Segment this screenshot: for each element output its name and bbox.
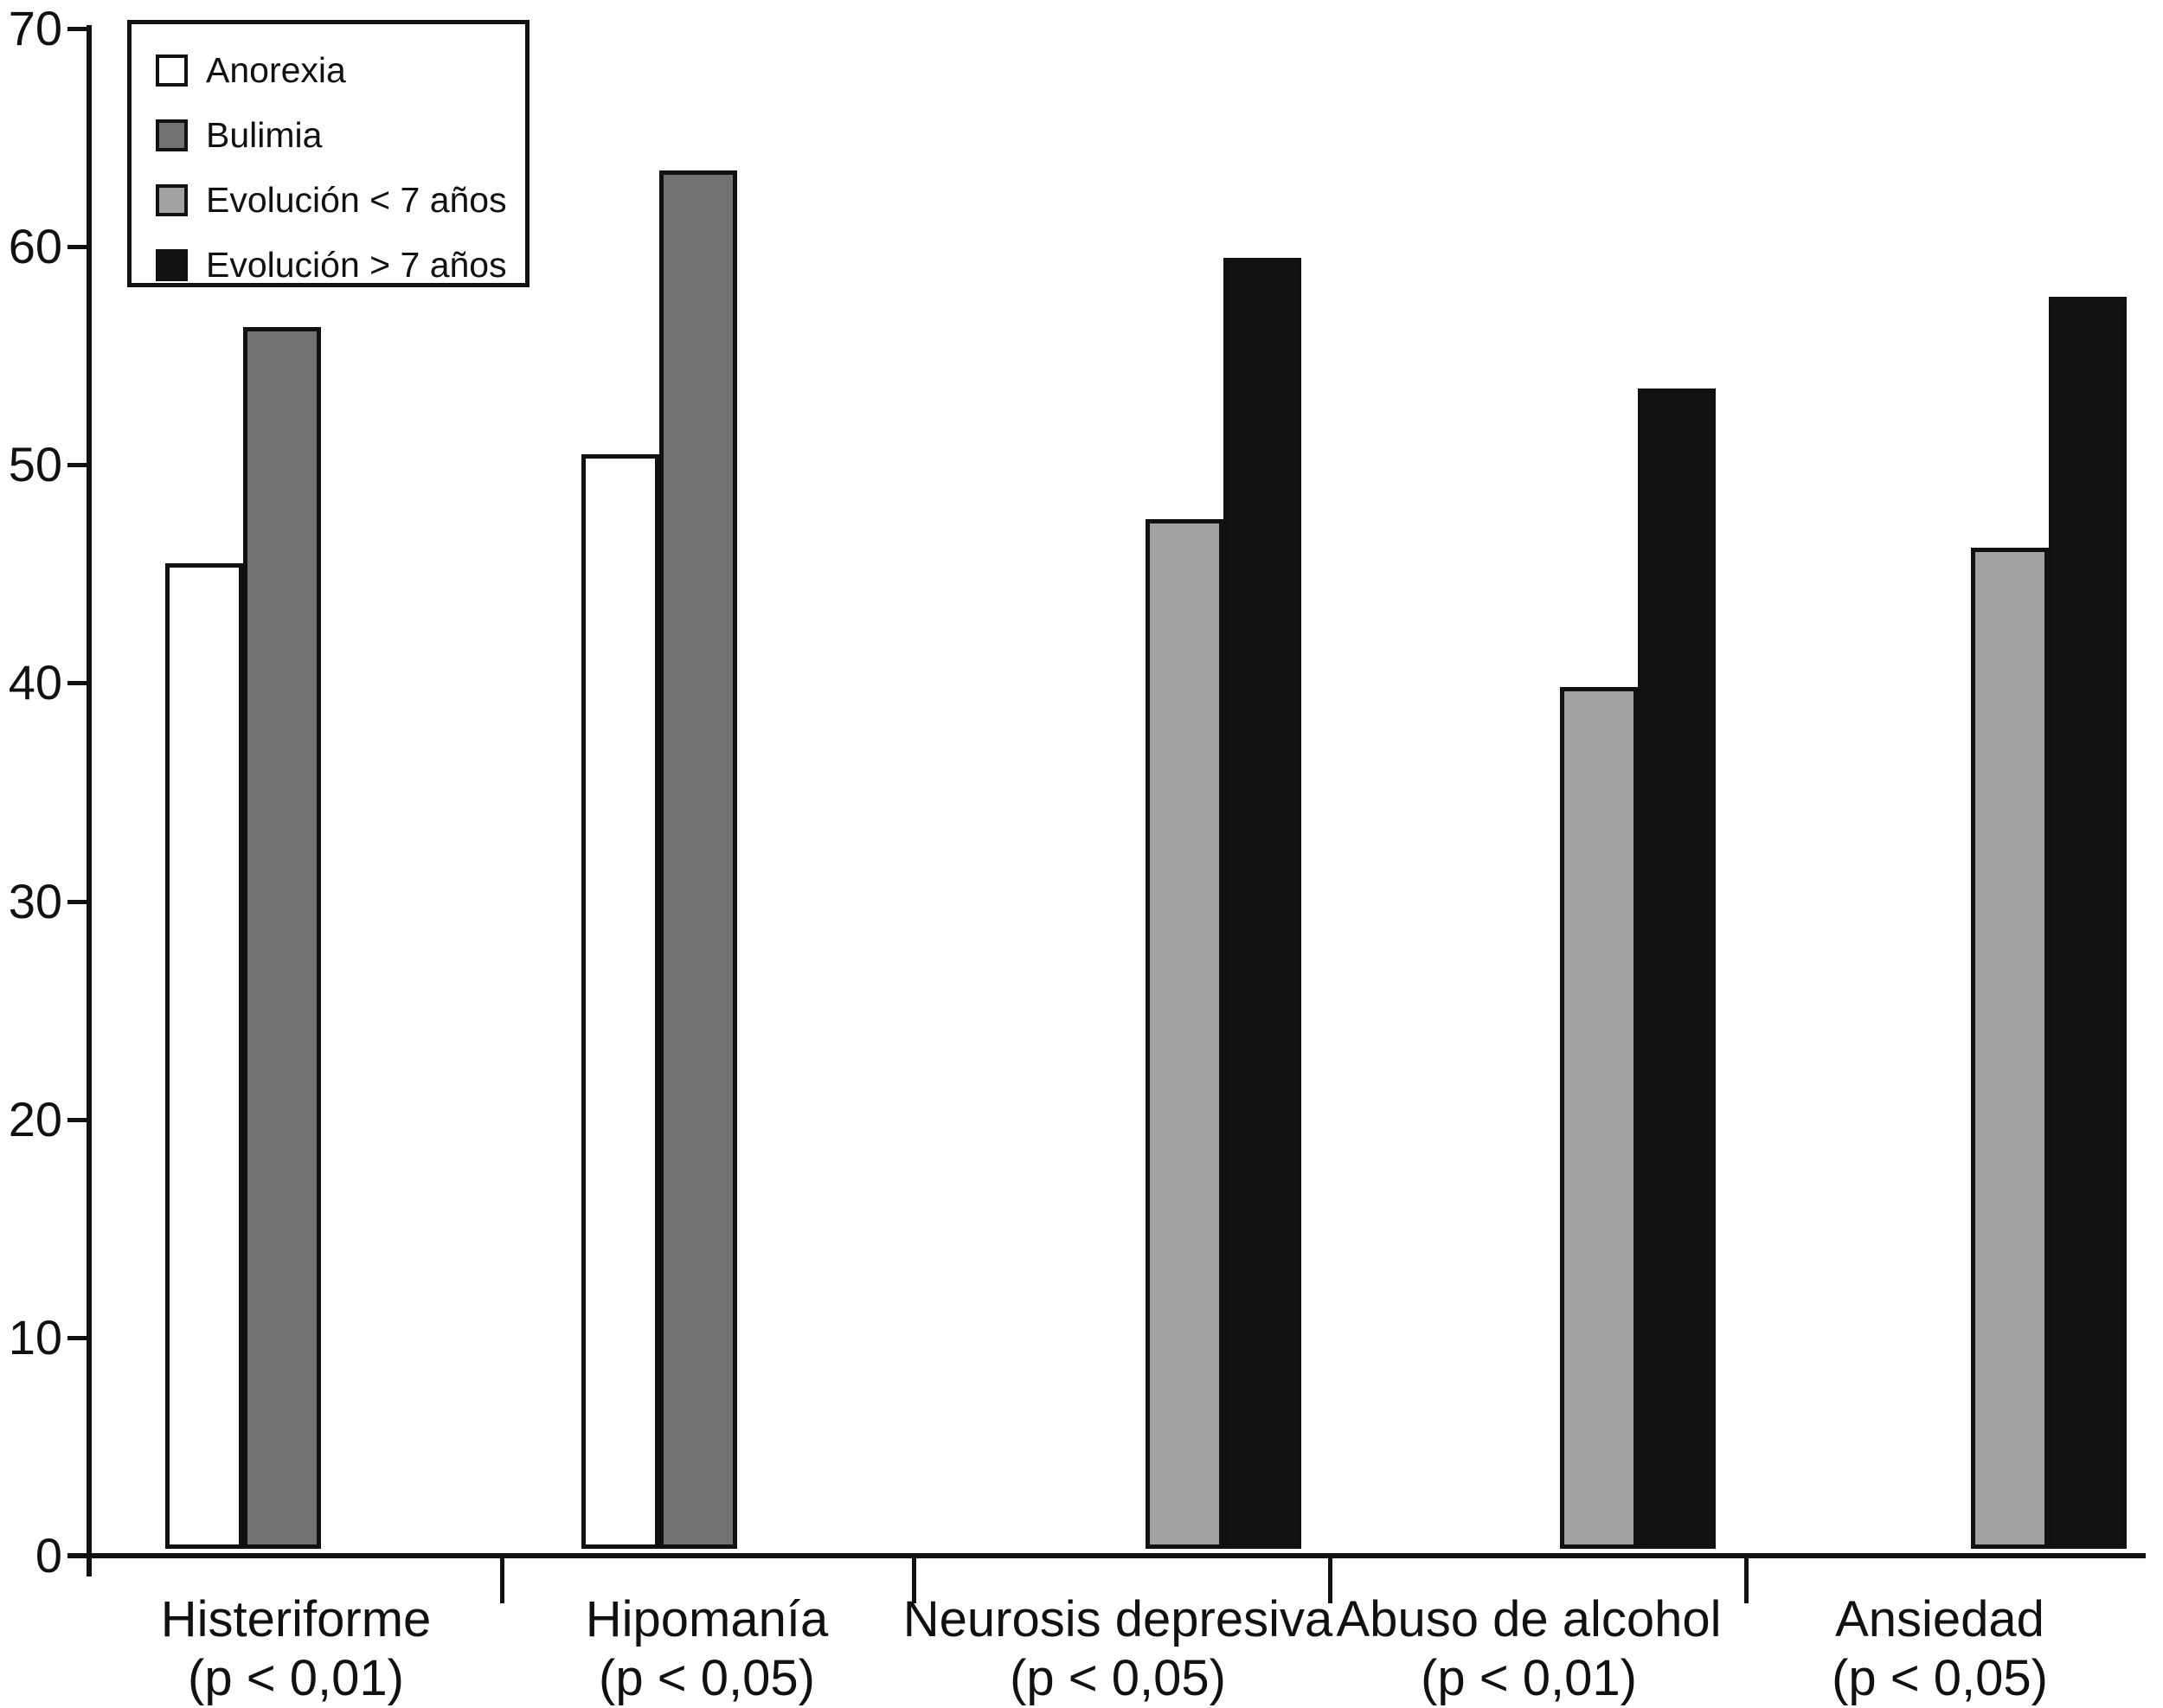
bar-evoluci-n-7-a-os-cat4 — [1560, 687, 1638, 1549]
y-tick-label: 0 — [35, 1528, 62, 1583]
bar-bulimia-cat2 — [659, 170, 737, 1549]
category-label-pvalue: (p < 0,05) — [1010, 1650, 1226, 1706]
legend-label: Bulimia — [206, 115, 323, 155]
category-label: Histeriforme (p < 0,01) — [161, 1590, 432, 1708]
bar-evoluci-n-7-a-os-cat5 — [2049, 297, 2127, 1549]
bar-evoluci-n-7-a-os-cat4 — [1638, 388, 1716, 1549]
bar-anorexia-cat1 — [165, 562, 243, 1549]
legend-swatch-icon — [156, 119, 188, 151]
category-label-name: Hipomanía — [585, 1591, 829, 1647]
legend-item: Anorexia — [132, 38, 525, 103]
y-tick-label: 50 — [8, 437, 62, 492]
category-label-pvalue: (p < 0,01) — [1421, 1650, 1637, 1706]
y-tick — [67, 27, 91, 31]
y-tick-label: 70 — [8, 1, 62, 55]
category-label-name: Abuso de alcohol — [1336, 1591, 1722, 1647]
y-tick-label: 60 — [8, 219, 62, 274]
legend-item: Evolución < 7 años — [132, 168, 525, 233]
bar-bulimia-cat1 — [243, 327, 321, 1549]
category-tick — [1328, 1556, 1332, 1603]
category-tick — [912, 1556, 916, 1603]
y-tick-label: 10 — [8, 1309, 62, 1364]
category-tick — [500, 1556, 504, 1603]
legend-label: Evolución < 7 años — [206, 180, 507, 220]
category-label-name: Neurosis depresiva — [902, 1591, 1333, 1647]
y-tick-label: 30 — [8, 873, 62, 928]
y-tick — [67, 1117, 91, 1122]
category-label-name: Ansiedad — [1835, 1591, 2044, 1647]
y-tick — [67, 245, 91, 250]
y-tick — [67, 1335, 91, 1340]
category-label-pvalue: (p < 0,05) — [599, 1650, 815, 1706]
y-tick — [67, 899, 91, 904]
legend-swatch-icon — [156, 184, 188, 216]
category-label-pvalue: (p < 0,05) — [1832, 1650, 2048, 1706]
legend-item: Bulimia — [132, 103, 525, 168]
legend-label: Evolución > 7 años — [206, 245, 507, 285]
legend-item: Evolución > 7 años — [132, 233, 525, 298]
y-tick-label: 20 — [8, 1091, 62, 1146]
legend: Anorexia Bulimia Evolución < 7 años Evoluci… — [127, 20, 530, 287]
category-label: Neurosis depresiva (p < 0,05) — [903, 1590, 1332, 1708]
legend-swatch-icon — [156, 249, 188, 281]
category-label-pvalue: (p < 0,01) — [188, 1650, 404, 1706]
x-axis-line — [67, 1553, 2146, 1558]
y-tick — [67, 681, 91, 686]
y-tick-label: 40 — [8, 655, 62, 710]
bar-evoluci-n-7-a-os-cat3 — [1223, 257, 1301, 1549]
category-label: Ansiedad (p < 0,05) — [1832, 1590, 2048, 1708]
legend-label: Anorexia — [206, 50, 346, 90]
bar-anorexia-cat2 — [581, 453, 659, 1549]
y-tick — [67, 1554, 91, 1558]
category-label: Abuso de alcohol (p < 0,01) — [1337, 1590, 1722, 1708]
y-tick — [67, 463, 91, 468]
category-label: Hipomanía (p < 0,05) — [586, 1590, 828, 1708]
bar-evoluci-n-7-a-os-cat5 — [1971, 548, 2049, 1549]
y-axis-line — [87, 25, 92, 1576]
category-tick — [1744, 1556, 1749, 1603]
legend-swatch-icon — [156, 55, 188, 87]
bar-evoluci-n-7-a-os-cat3 — [1146, 519, 1223, 1549]
category-label-name: Histeriforme — [160, 1591, 432, 1647]
